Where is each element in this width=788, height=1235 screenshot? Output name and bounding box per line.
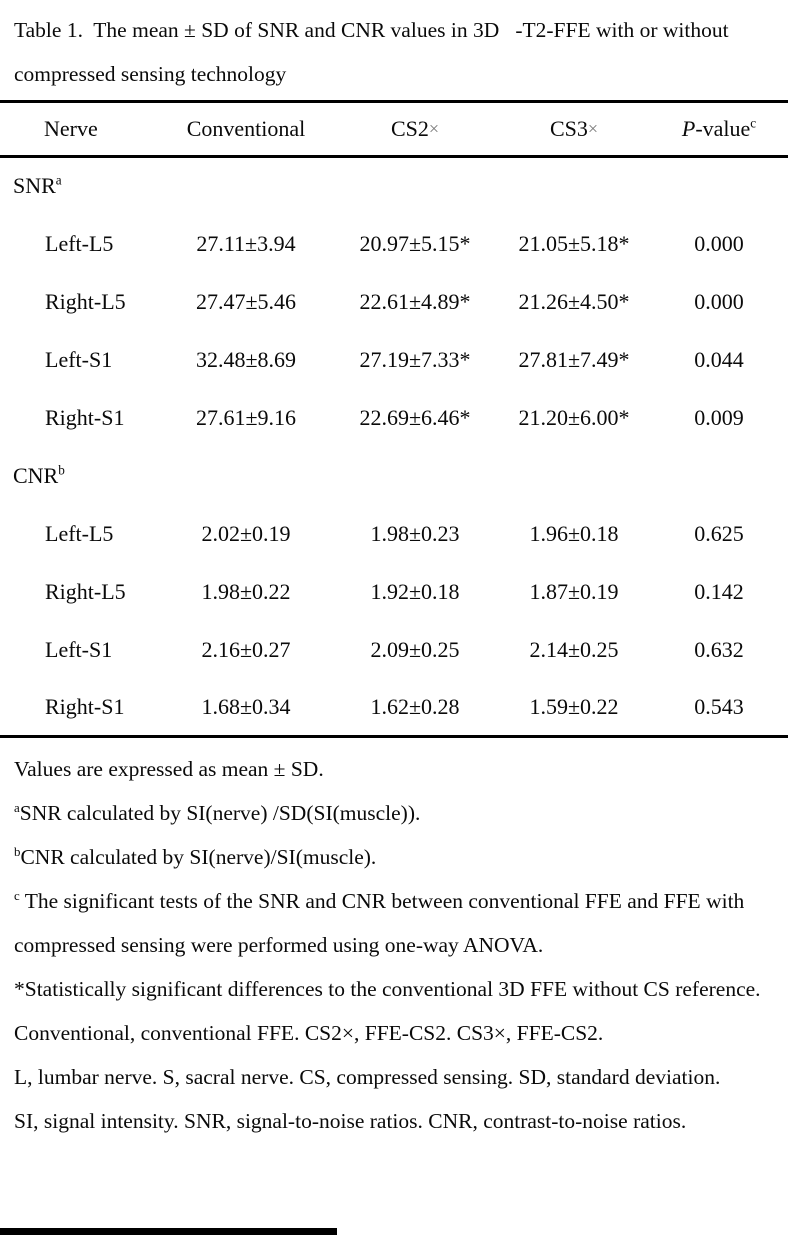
footnote-marker: b (14, 844, 21, 859)
footnote-text: Conventional, conventional FFE. CS2×, FF… (14, 1021, 604, 1045)
cell-conventional: 1.68±0.34 (201, 693, 291, 719)
footnote-marker-c: c (750, 115, 757, 131)
footnote-marker: c (14, 888, 20, 903)
header-row: Nerve Conventional CS2× CS3× P-valuec (0, 102, 788, 157)
cell-cs2: 22.61±4.89* (359, 288, 471, 314)
column-header-conventional: Conventional (160, 102, 332, 157)
cell-nerve: Right-L5 (45, 578, 126, 604)
column-header-pvalue-rest: -value (695, 116, 751, 141)
cell-conventional: 1.98±0.22 (201, 578, 291, 604)
table-row: Right-L5 27.47±5.46 22.61±4.89* 21.26±4.… (0, 273, 788, 331)
cell-nerve: Right-S1 (45, 693, 125, 719)
footnote-marker-a: a (55, 172, 62, 188)
table-header: Nerve Conventional CS2× CS3× P-valuec (0, 102, 788, 157)
cell-cs3: 27.81±7.49* (518, 346, 630, 372)
cell-conventional: 27.47±5.46 (195, 288, 297, 314)
cell-cs2: 1.98±0.23 (370, 520, 460, 546)
table-row: Right-L5 1.98±0.22 1.92±0.18 1.87±0.19 0… (0, 563, 788, 621)
cell-conventional: 27.61±9.16 (195, 404, 297, 430)
cell-cs2: 27.19±7.33* (359, 346, 471, 372)
section-row-cnr: CNRb (0, 447, 788, 505)
cell-pvalue: 0.625 (694, 520, 744, 546)
cell-nerve: Left-S1 (45, 346, 113, 372)
footnote-abbrev-conventional: Conventional, conventional FFE. CS2×, FF… (14, 1011, 778, 1055)
footnote-text: The significant tests of the SNR and CNR… (14, 889, 750, 957)
column-header-cs2: CS2× (332, 102, 498, 157)
cell-cs2: 2.09±0.25 (370, 636, 460, 662)
column-header-cs3: CS3× (498, 102, 650, 157)
cell-cs3: 1.59±0.22 (529, 693, 619, 719)
table-body: SNRa Left-L5 27.11±3.94 20.97±5.15* 21.0… (0, 157, 788, 737)
footnote-text: Values are expressed as mean ± SD. (14, 757, 324, 781)
table-row: Left-L5 27.11±3.94 20.97±5.15* 21.05±5.1… (0, 215, 788, 273)
cell-nerve: Left-S1 (45, 636, 113, 662)
cell-pvalue: 0.543 (694, 693, 744, 719)
column-header-nerve-label: Nerve (44, 116, 98, 141)
cell-cs3: 1.96±0.18 (529, 520, 619, 546)
table-row: Right-S1 1.68±0.34 1.62±0.28 1.59±0.22 0… (0, 679, 788, 737)
cell-nerve: Right-S1 (45, 404, 125, 430)
footnote-text: SNR calculated by SI(nerve) /SD(SI(muscl… (19, 801, 421, 825)
section-label-cnr-text: CNR (13, 462, 59, 488)
section-label-cnr: CNRb (0, 447, 788, 505)
column-header-conventional-label: Conventional (186, 116, 306, 141)
footnote-snr-definition: aSNR calculated by SI(nerve) /SD(SI(musc… (14, 791, 778, 835)
column-header-cs3-label: CS3 (549, 116, 588, 141)
footnote-text: L, lumbar nerve. S, sacral nerve. CS, co… (14, 1065, 721, 1089)
partial-rule-bottom (0, 1228, 337, 1235)
cell-pvalue: 0.009 (694, 404, 744, 430)
footnote-cnr-definition: bCNR calculated by SI(nerve)/SI(muscle). (14, 835, 778, 879)
footnote-abbrev-ratios: SI, signal intensity. SNR, signal-to-noi… (14, 1099, 778, 1143)
footnotes-block: Values are expressed as mean ± SD. aSNR … (0, 738, 788, 1143)
table-row: Left-S1 32.48±8.69 27.19±7.33* 27.81±7.4… (0, 331, 788, 389)
cell-conventional: 32.48±8.69 (195, 346, 297, 372)
cell-cs3: 21.26±4.50* (518, 288, 630, 314)
cell-pvalue: 0.000 (694, 288, 744, 314)
cell-cs2: 1.92±0.18 (370, 578, 460, 604)
cell-pvalue: 0.000 (694, 230, 744, 256)
footnote-marker-b: b (58, 462, 65, 478)
footnote-text: CNR calculated by SI(nerve)/SI(muscle). (20, 845, 377, 869)
column-header-nerve: Nerve (0, 102, 160, 157)
results-table: Nerve Conventional CS2× CS3× P-valuec SN… (0, 100, 788, 738)
footnote-asterisk: *Statistically significant differences t… (14, 967, 778, 1011)
multiplication-sign: × (587, 118, 599, 139)
footnote-abbrev-nerves: L, lumbar nerve. S, sacral nerve. CS, co… (14, 1055, 778, 1099)
cell-pvalue: 0.142 (694, 578, 744, 604)
cell-nerve: Left-L5 (45, 230, 114, 256)
cell-cs3: 21.20±6.00* (518, 404, 630, 430)
cell-conventional: 27.11±3.94 (196, 230, 296, 256)
section-label-snr: SNRa (0, 157, 788, 215)
footnote-text: *Statistically significant differences t… (14, 977, 761, 1001)
cell-cs3: 1.87±0.19 (529, 578, 619, 604)
section-label-snr-text: SNR (13, 173, 56, 199)
cell-cs2: 1.62±0.28 (370, 693, 460, 719)
footnote-anova: c The significant tests of the SNR and C… (14, 879, 778, 967)
cell-cs3: 2.14±0.25 (529, 636, 619, 662)
footnote-text: SI, signal intensity. SNR, signal-to-noi… (14, 1109, 687, 1133)
table-caption: Table 1. The mean ± SD of SNR and CNR va… (14, 18, 734, 86)
column-header-cs2-label: CS2 (390, 116, 429, 141)
table-row: Left-L5 2.02±0.19 1.98±0.23 1.96±0.18 0.… (0, 505, 788, 563)
multiplication-sign: × (428, 118, 440, 139)
cell-pvalue: 0.632 (694, 636, 744, 662)
cell-nerve: Left-L5 (45, 520, 114, 546)
footnote-marker: a (14, 800, 20, 815)
cell-cs3: 21.05±5.18* (518, 230, 630, 256)
cell-cs2: 22.69±6.46* (359, 404, 471, 430)
cell-cs2: 20.97±5.15* (359, 230, 471, 256)
cell-conventional: 2.02±0.19 (201, 520, 291, 546)
column-header-pvalue-p: P (681, 116, 696, 141)
cell-conventional: 2.16±0.27 (201, 636, 291, 662)
cell-nerve: Right-L5 (45, 288, 126, 314)
section-row-snr: SNRa (0, 157, 788, 215)
table-row: Right-S1 27.61±9.16 22.69±6.46* 21.20±6.… (0, 389, 788, 447)
column-header-pvalue: P-valuec (650, 102, 788, 157)
table-row: Left-S1 2.16±0.27 2.09±0.25 2.14±0.25 0.… (0, 621, 788, 679)
footnote-values: Values are expressed as mean ± SD. (14, 747, 778, 791)
cell-pvalue: 0.044 (694, 346, 744, 372)
